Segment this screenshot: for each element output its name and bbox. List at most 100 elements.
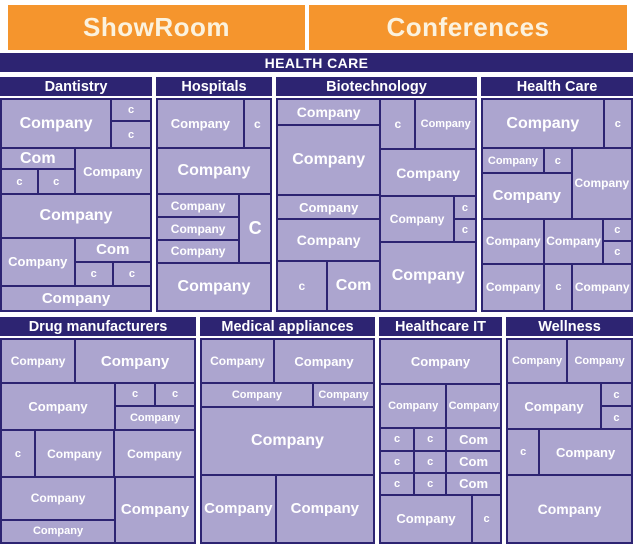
treemap-cell[interactable]: c (381, 100, 415, 149)
treemap-cell[interactable]: c (381, 473, 414, 494)
treemap-cell[interactable]: c (278, 261, 326, 311)
treemap-cell[interactable]: Company (483, 173, 571, 218)
treemap-cell[interactable]: Company (2, 238, 74, 285)
treemap-cell[interactable]: Com (447, 429, 501, 450)
treemap-cell[interactable]: Company (381, 150, 475, 196)
treemap-cell[interactable]: Com (447, 473, 501, 494)
treemap-cell[interactable]: Company (540, 430, 631, 474)
treemap-cell[interactable]: Company (381, 340, 500, 384)
treemap-cell[interactable]: c (415, 473, 446, 494)
treemap-cell[interactable]: Company (313, 384, 373, 407)
section-header-healthcare-it[interactable]: Healthcare IT (379, 317, 502, 336)
treemap-cell[interactable]: Company (508, 340, 567, 383)
treemap-cell[interactable]: Com (2, 149, 74, 169)
treemap-cell[interactable]: Company (274, 340, 373, 383)
treemap-cell[interactable]: c (544, 149, 571, 172)
treemap-row-top: Dantistry Company c c Com c c Company (0, 77, 633, 312)
treemap-cell[interactable]: Company (158, 263, 270, 311)
section-header-health-care[interactable]: Health Care (481, 77, 633, 96)
section-header-medical-appliances[interactable]: Medical appliances (200, 317, 375, 336)
treemap-cell[interactable]: C (240, 195, 270, 262)
treemap-cell[interactable]: Company (75, 149, 150, 194)
treemap-cell[interactable]: Company (381, 495, 472, 542)
treemap-cell[interactable]: c (2, 431, 34, 476)
treemap-cell[interactable]: Company (158, 195, 239, 217)
treemap-cell[interactable]: Company (76, 340, 194, 383)
treemap-cell[interactable]: Company (2, 195, 150, 237)
treemap-cell[interactable]: Company (116, 406, 194, 430)
treemap-cell[interactable]: Company (447, 385, 500, 428)
treemap-cell[interactable]: c (116, 384, 155, 405)
treemap-cell[interactable]: Company (416, 100, 475, 149)
section-header-dantistry[interactable]: Dantistry (0, 77, 152, 96)
treemap-cell[interactable]: Company (483, 219, 544, 263)
treemap-cell[interactable]: c (113, 262, 151, 285)
treemap-cell[interactable]: Company (2, 286, 150, 310)
treemap-cell[interactable]: c (112, 100, 150, 121)
treemap-cell[interactable]: c (601, 407, 631, 429)
tab-conferences[interactable]: Conferences (309, 5, 627, 50)
treemap-cell[interactable]: Company (115, 431, 194, 476)
treemap-cell[interactable]: Company (381, 197, 453, 241)
treemap-cell[interactable]: Company (2, 384, 115, 430)
treemap-cell[interactable]: Com (447, 451, 501, 472)
treemap-cell[interactable]: c (381, 451, 414, 472)
treemap-cell[interactable]: Company (158, 241, 239, 262)
treemap-cell[interactable]: Company (568, 340, 631, 383)
treemap-cell[interactable]: c (156, 384, 194, 405)
treemap-cell[interactable]: c (112, 122, 150, 148)
treemap-cell[interactable]: Company (573, 264, 631, 310)
treemap-cell[interactable]: Company (278, 219, 380, 260)
treemap-cell[interactable]: Company (276, 475, 373, 542)
treemap-cell[interactable]: Company (278, 196, 380, 218)
treemap-cell[interactable]: Company (381, 242, 475, 310)
treemap-cell[interactable]: c (75, 262, 112, 285)
treemap-cell[interactable]: c (508, 430, 539, 474)
treemap-cell[interactable]: c (2, 170, 37, 194)
treemap-cell[interactable]: c (415, 429, 446, 450)
treemap-cell[interactable]: Company (2, 340, 75, 383)
section-header-drug-manufacturers[interactable]: Drug manufacturers (0, 317, 196, 336)
section-header-wellness[interactable]: Wellness (506, 317, 633, 336)
treemap-cell[interactable]: Com (327, 261, 380, 311)
treemap-cell[interactable]: c (381, 429, 414, 450)
treemap-cell[interactable]: c (473, 495, 500, 542)
treemap-cell[interactable]: c (454, 197, 475, 219)
treemap-cell[interactable]: Company (545, 219, 602, 263)
sector-banner-health-care[interactable]: HEALTH CARE (0, 53, 633, 72)
treemap-cell[interactable]: Company (278, 126, 380, 195)
treemap-cell[interactable]: Company (508, 384, 600, 429)
treemap-cell[interactable]: c (604, 100, 631, 148)
treemap-cell[interactable]: Company (2, 100, 111, 148)
treemap-cell[interactable]: Company (116, 477, 194, 542)
treemap-cell[interactable]: c (244, 100, 270, 148)
treemap-cell[interactable]: Company (158, 100, 243, 148)
treemap-cell[interactable]: Company (202, 340, 273, 383)
treemap-cell[interactable]: c (603, 219, 631, 241)
treemap-cell[interactable]: c (415, 451, 446, 472)
treemap-cell[interactable]: c (545, 264, 572, 310)
tab-showroom[interactable]: ShowRoom (8, 5, 305, 50)
treemap-cell[interactable]: Company (572, 149, 631, 218)
section-header-hospitals[interactable]: Hospitals (156, 77, 272, 96)
treemap-cell[interactable]: c (603, 242, 631, 263)
treemap-cell[interactable]: Company (202, 408, 373, 474)
treemap-cell[interactable]: Company (202, 475, 275, 542)
treemap-cell[interactable]: Company (483, 100, 603, 148)
treemap-cell[interactable]: Company (278, 100, 380, 125)
treemap-cell[interactable]: Com (75, 238, 150, 261)
treemap-cell[interactable]: c (38, 170, 74, 194)
treemap-cell[interactable]: Company (483, 149, 543, 172)
treemap-cell[interactable]: Company (202, 384, 312, 407)
treemap-cell[interactable]: c (454, 220, 475, 241)
section-header-biotechnology[interactable]: Biotechnology (276, 77, 477, 96)
treemap-cell[interactable]: Company (2, 477, 115, 519)
treemap-cell[interactable]: Company (158, 149, 270, 194)
treemap-cell[interactable]: Company (381, 385, 446, 428)
treemap-cell[interactable]: Company (35, 431, 114, 476)
treemap-cell[interactable]: Company (2, 520, 115, 542)
treemap-cell[interactable]: Company (508, 475, 631, 542)
treemap-cell[interactable]: c (601, 384, 631, 406)
treemap-cell[interactable]: Company (483, 264, 544, 310)
treemap-cell[interactable]: Company (158, 218, 239, 240)
